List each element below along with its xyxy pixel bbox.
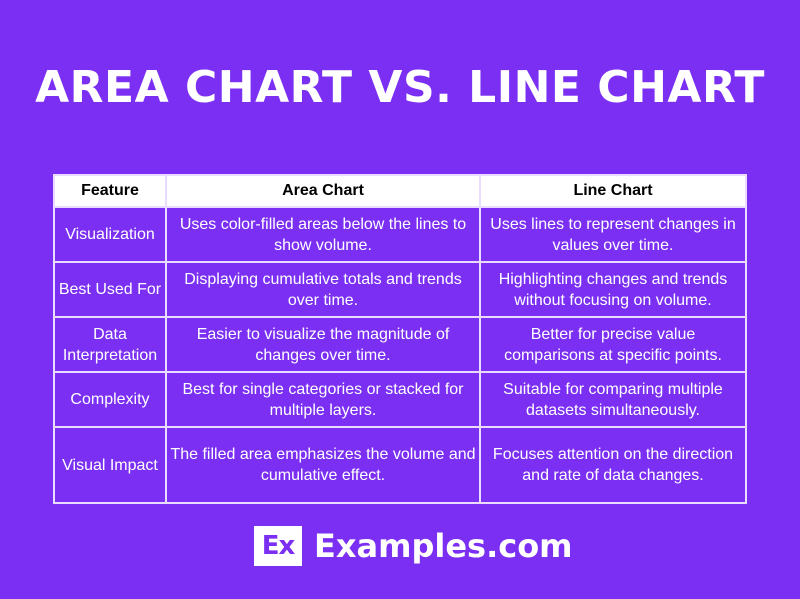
area-chart-cell: Best for single categories or stacked fo… (165, 371, 481, 428)
feature-cell: Data Interpretation (53, 316, 167, 373)
table-header-row: Feature Area Chart Line Chart (53, 174, 747, 208)
brand-name: Examples.com (314, 527, 573, 565)
line-chart-cell: Better for precise value comparisons at … (479, 316, 747, 373)
comparison-table: Feature Area Chart Line Chart Visualizat… (53, 174, 747, 504)
comparison-table-container: Feature Area Chart Line Chart Visualizat… (53, 174, 747, 504)
header-area-chart: Area Chart (165, 174, 481, 208)
feature-cell: Visual Impact (53, 426, 167, 504)
feature-cell: Complexity (53, 371, 167, 428)
area-chart-cell: The filled area emphasizes the volume an… (165, 426, 481, 504)
area-chart-cell: Easier to visualize the magnitude of cha… (165, 316, 481, 373)
header-line-chart: Line Chart (479, 174, 747, 208)
page-title: AREA CHART VS. LINE CHART (35, 62, 765, 113)
line-chart-cell: Focuses attention on the direction and r… (479, 426, 747, 504)
line-chart-cell: Highlighting changes and trends without … (479, 261, 747, 318)
table-row: Visual Impact The filled area emphasizes… (53, 426, 747, 504)
table-row: Visualization Uses color-filled areas be… (53, 206, 747, 263)
table-row: Complexity Best for single categories or… (53, 371, 747, 428)
feature-cell: Best Used For (53, 261, 167, 318)
feature-cell: Visualization (53, 206, 167, 263)
line-chart-cell: Suitable for comparing multiple datasets… (479, 371, 747, 428)
brand-footer: Ex Examples.com (254, 526, 573, 566)
line-chart-cell: Uses lines to represent changes in value… (479, 206, 747, 263)
table-row: Data Interpretation Easier to visualize … (53, 316, 747, 373)
examples-logo-icon: Ex (254, 526, 302, 566)
header-feature: Feature (53, 174, 167, 208)
table-row: Best Used For Displaying cumulative tota… (53, 261, 747, 318)
area-chart-cell: Displaying cumulative totals and trends … (165, 261, 481, 318)
area-chart-cell: Uses color-filled areas below the lines … (165, 206, 481, 263)
